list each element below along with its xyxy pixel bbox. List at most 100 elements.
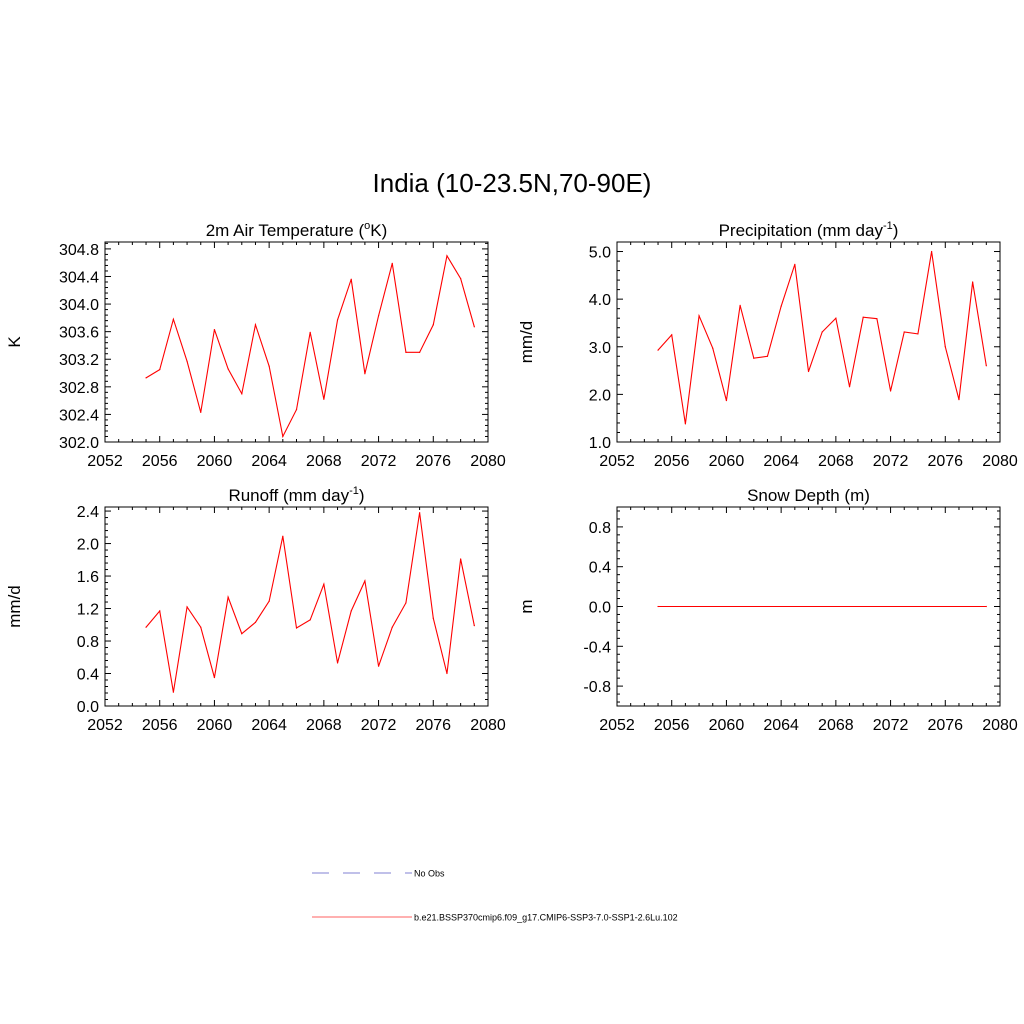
y-tick-label: 5.0	[589, 245, 611, 262]
y-tick-label: 304.0	[59, 297, 99, 314]
data-point	[323, 583, 325, 585]
x-tick-label: 2068	[306, 453, 342, 470]
data-point	[350, 278, 352, 280]
data-point	[350, 610, 352, 612]
data-point	[213, 328, 216, 331]
data-point	[876, 318, 878, 320]
chart-panels: 2m Air Temperature (oK) K 2052 2056 2060 2064…	[5, 220, 1018, 734]
data-point	[336, 662, 339, 664]
y-tick-label: 0.4	[589, 560, 611, 577]
x-tick-label: 2072	[873, 717, 909, 734]
data-point	[172, 318, 174, 320]
data-point	[145, 377, 147, 379]
data-point	[419, 512, 421, 514]
data-point	[473, 326, 475, 328]
chart-panel-1: 2m Air Temperature (oK) K 2052 2056 2060 2064…	[5, 220, 506, 470]
plot-frame	[104, 506, 489, 707]
x-tick-label: 2064	[251, 717, 287, 734]
data-point	[766, 355, 769, 357]
data-point	[227, 368, 229, 370]
data-point	[282, 535, 284, 537]
plot-frame	[104, 241, 489, 443]
chart-title: 2m Air Temperature (oK)	[206, 220, 388, 240]
x-tick-label: 2052	[599, 717, 635, 734]
data-point	[309, 619, 311, 621]
data-point	[227, 596, 229, 598]
data-point	[268, 365, 270, 367]
data-point	[889, 390, 892, 392]
data-point	[295, 627, 298, 629]
data-point	[172, 691, 174, 693]
data-point	[200, 626, 202, 628]
data-point	[295, 408, 298, 411]
data-point	[254, 621, 257, 623]
data-point	[309, 331, 311, 333]
y-tick-label: 302.0	[59, 435, 99, 452]
chart-panel-2: Precipitation (mm day-1) mm/d 2052 2056 2060…	[517, 220, 1018, 470]
series-line	[145, 254, 475, 439]
chart-panel-4: Snow Depth (m) m 2052 2056 2060 2064 2068 2072 2…	[517, 486, 1018, 734]
y-tick-label: 3.0	[589, 340, 611, 357]
x-tick-label: 2056	[142, 453, 178, 470]
data-point	[931, 250, 933, 253]
data-point	[446, 255, 448, 257]
data-point	[282, 435, 284, 438]
data-point	[186, 360, 188, 362]
y-tick-label: 2.4	[77, 504, 99, 521]
data-point	[145, 626, 147, 628]
x-tick-label: 2056	[142, 717, 178, 734]
x-tick-label: 2064	[251, 453, 287, 470]
x-tick-label: 2076	[927, 453, 963, 470]
x-tick-label: 2068	[306, 717, 342, 734]
y-axis-label: K	[5, 336, 24, 348]
data-point	[848, 386, 851, 388]
data-point	[268, 600, 270, 602]
data-point	[391, 262, 393, 264]
data-point	[807, 370, 810, 373]
x-tick-label: 2052	[599, 453, 635, 470]
y-tick-label: 0.0	[589, 600, 611, 617]
data-point	[780, 305, 782, 307]
x-tick-label: 2080	[470, 453, 506, 470]
data-point	[725, 399, 728, 402]
data-point	[473, 624, 475, 627]
x-tick-label: 2060	[197, 717, 233, 734]
data-point	[241, 633, 243, 635]
data-point	[254, 324, 257, 326]
y-tick-label: 0.8	[589, 520, 611, 537]
x-tick-label: 2052	[87, 717, 123, 734]
y-tick-label: 302.8	[59, 380, 99, 397]
x-tick-label: 2064	[763, 717, 799, 734]
data-point	[657, 349, 659, 351]
data-point	[405, 351, 407, 353]
data-point	[186, 606, 188, 608]
y-tick-label: 2.0	[77, 537, 99, 554]
data-point	[985, 365, 987, 367]
data-point	[460, 558, 462, 560]
x-tick-label: 2068	[818, 717, 854, 734]
x-tick-label: 2056	[654, 717, 690, 734]
data-point	[323, 398, 325, 400]
x-tick-label: 2072	[873, 453, 909, 470]
data-point	[794, 263, 796, 265]
data-point	[364, 373, 366, 375]
data-point	[405, 602, 407, 604]
data-point	[419, 351, 421, 353]
data-point	[377, 665, 380, 667]
y-tick-label: -0.4	[583, 639, 611, 656]
data-point	[364, 580, 366, 582]
data-point	[712, 347, 714, 349]
data-point	[391, 626, 393, 628]
data-point	[972, 281, 974, 283]
data-point	[862, 316, 864, 318]
x-tick-label: 2068	[818, 453, 854, 470]
data-point	[917, 333, 919, 335]
data-point	[739, 304, 741, 306]
x-tick-label: 2076	[927, 717, 963, 734]
data-point	[213, 676, 216, 679]
x-tick-label: 2060	[197, 453, 233, 470]
y-tick-label: 302.4	[59, 407, 99, 424]
chart-panel-3: Runoff (mm day-1) mm/d 2052 2056 2060 2064 206…	[5, 485, 506, 734]
x-tick-label: 2060	[709, 717, 745, 734]
y-axis-label: mm/d	[517, 321, 536, 364]
